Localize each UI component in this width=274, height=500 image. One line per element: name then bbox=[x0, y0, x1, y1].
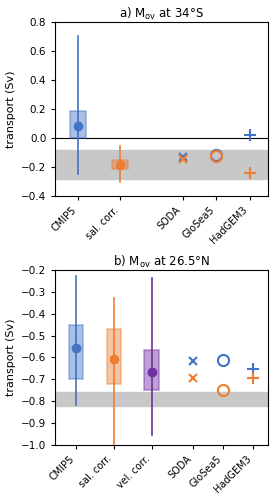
Bar bbox=[144, 350, 159, 390]
Bar bbox=[69, 325, 83, 379]
Bar bbox=[107, 329, 121, 384]
Bar bbox=[55, 392, 269, 406]
Bar bbox=[55, 150, 269, 178]
Title: a) M$_\mathrm{ov}$ at 34°S: a) M$_\mathrm{ov}$ at 34°S bbox=[119, 6, 204, 22]
Bar bbox=[70, 111, 86, 138]
Bar bbox=[112, 160, 128, 169]
Title: b) M$_\mathrm{ov}$ at 26.5°N: b) M$_\mathrm{ov}$ at 26.5°N bbox=[113, 254, 210, 270]
Y-axis label: transport (Sv): transport (Sv) bbox=[5, 318, 16, 396]
Y-axis label: transport (Sv): transport (Sv) bbox=[5, 70, 16, 148]
